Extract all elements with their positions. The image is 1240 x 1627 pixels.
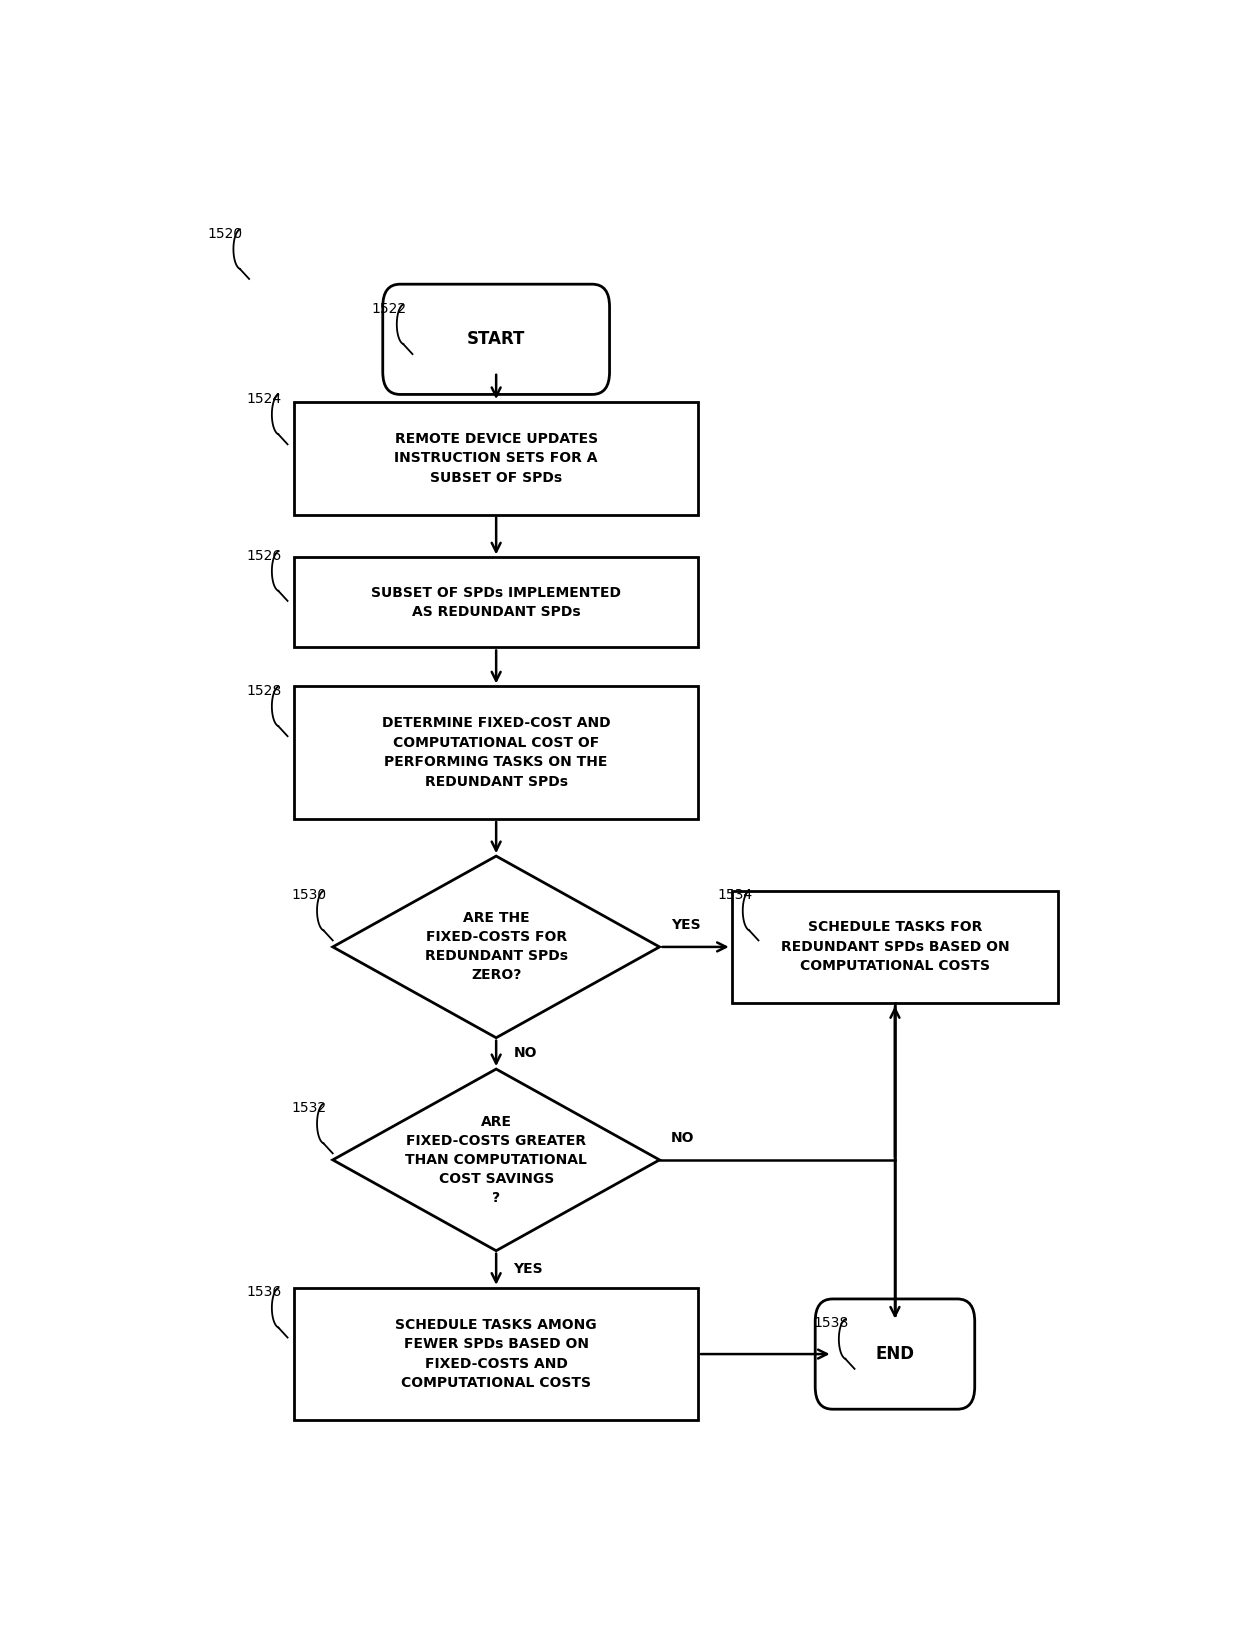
Text: 1528: 1528 <box>247 683 281 698</box>
Text: 1526: 1526 <box>247 548 281 563</box>
FancyBboxPatch shape <box>294 558 698 648</box>
Text: 1536: 1536 <box>247 1285 281 1300</box>
Polygon shape <box>332 856 660 1038</box>
Text: 1520: 1520 <box>208 226 243 241</box>
Text: YES: YES <box>513 1263 543 1276</box>
Text: DETERMINE FIXED-COST AND
COMPUTATIONAL COST OF
PERFORMING TASKS ON THE
REDUNDANT: DETERMINE FIXED-COST AND COMPUTATIONAL C… <box>382 716 610 789</box>
Text: YES: YES <box>671 918 701 932</box>
Text: 1532: 1532 <box>291 1101 326 1114</box>
FancyBboxPatch shape <box>383 285 610 394</box>
Text: SUBSET OF SPDs IMPLEMENTED
AS REDUNDANT SPDs: SUBSET OF SPDs IMPLEMENTED AS REDUNDANT … <box>371 586 621 620</box>
Text: 1534: 1534 <box>717 888 753 901</box>
Text: SCHEDULE TASKS FOR
REDUNDANT SPDs BASED ON
COMPUTATIONAL COSTS: SCHEDULE TASKS FOR REDUNDANT SPDs BASED … <box>781 921 1009 973</box>
Polygon shape <box>332 1069 660 1251</box>
Text: REMOTE DEVICE UPDATES
INSTRUCTION SETS FOR A
SUBSET OF SPDs: REMOTE DEVICE UPDATES INSTRUCTION SETS F… <box>394 431 598 485</box>
Text: ARE THE
FIXED-COSTS FOR
REDUNDANT SPDs
ZERO?: ARE THE FIXED-COSTS FOR REDUNDANT SPDs Z… <box>424 911 568 983</box>
FancyBboxPatch shape <box>294 402 698 514</box>
FancyBboxPatch shape <box>732 890 1058 1004</box>
Text: 1538: 1538 <box>813 1316 848 1331</box>
Text: 1524: 1524 <box>247 392 281 405</box>
Text: SCHEDULE TASKS AMONG
FEWER SPDs BASED ON
FIXED-COSTS AND
COMPUTATIONAL COSTS: SCHEDULE TASKS AMONG FEWER SPDs BASED ON… <box>396 1318 596 1391</box>
FancyBboxPatch shape <box>294 1287 698 1420</box>
Text: START: START <box>467 330 526 348</box>
Text: ARE
FIXED-COSTS GREATER
THAN COMPUTATIONAL
COST SAVINGS
?: ARE FIXED-COSTS GREATER THAN COMPUTATION… <box>405 1114 587 1204</box>
Text: NO: NO <box>671 1131 694 1145</box>
FancyBboxPatch shape <box>815 1298 975 1409</box>
FancyBboxPatch shape <box>294 687 698 818</box>
Text: NO: NO <box>513 1046 537 1061</box>
Text: END: END <box>875 1346 914 1363</box>
Text: 1530: 1530 <box>291 888 326 901</box>
Text: 1522: 1522 <box>371 301 407 316</box>
